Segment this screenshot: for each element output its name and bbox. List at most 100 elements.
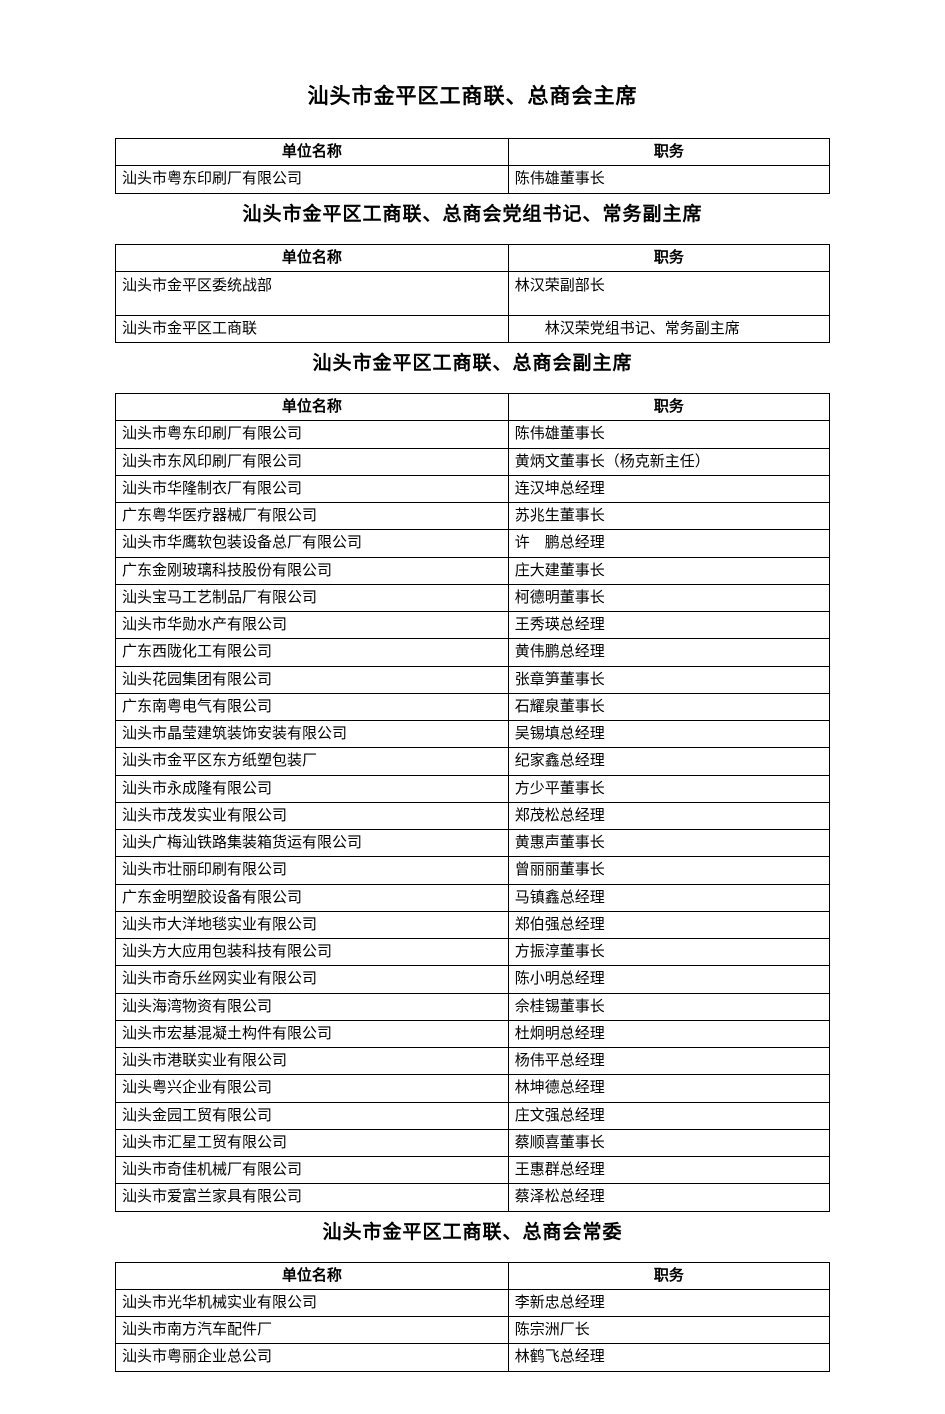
cell-org: 广东金明塑胶设备有限公司 [116,884,509,911]
table-row: 汕头市东风印刷厂有限公司黄炳文董事长（杨克新主任） [116,448,830,475]
cell-org: 汕头市金平区工商联 [116,315,509,342]
table-row: 汕头市粤丽企业总公司林鹤飞总经理 [116,1344,830,1371]
section-title: 汕头市金平区工商联、总商会常委 [115,1217,830,1244]
data-table: 单位名称职务汕头市光华机械实业有限公司李新忠总经理汕头市南方汽车配件厂陈宗洲厂长… [115,1262,830,1372]
data-table: 单位名称职务汕头市金平区委统战部林汉荣副部长汕头市金平区工商联 林汉荣党组书记、… [115,244,830,344]
table-row: 汕头市奇乐丝网实业有限公司陈小明总经理 [116,966,830,993]
table-row: 汕头市奇佳机械厂有限公司王惠群总经理 [116,1157,830,1184]
cell-org: 汕头市东风印刷厂有限公司 [116,448,509,475]
cell-role: 陈小明总经理 [508,966,829,993]
table-row: 广东南粤电气有限公司石耀泉董事长 [116,693,830,720]
cell-org: 汕头市华隆制衣厂有限公司 [116,475,509,502]
cell-org: 汕头市粤东印刷厂有限公司 [116,166,509,193]
cell-role: 黄伟鹏总经理 [508,639,829,666]
cell-role: 王秀瑛总经理 [508,612,829,639]
cell-org: 汕头市大洋地毯实业有限公司 [116,911,509,938]
cell-role: 黄炳文董事长（杨克新主任） [508,448,829,475]
cell-org: 汕头方大应用包装科技有限公司 [116,939,509,966]
table-row: 汕头花园集团有限公司张章笋董事长 [116,666,830,693]
table-row: 汕头海湾物资有限公司佘桂锡董事长 [116,993,830,1020]
cell-role: 杜炯明总经理 [508,1020,829,1047]
cell-org: 汕头市粤丽企业总公司 [116,1344,509,1371]
column-header-role: 职务 [508,1262,829,1289]
cell-role: 曾丽丽董事长 [508,857,829,884]
cell-role: 郑茂松总经理 [508,802,829,829]
cell-org: 汕头市粤东印刷厂有限公司 [116,421,509,448]
column-header-org: 单位名称 [116,1262,509,1289]
table-row: 汕头方大应用包装科技有限公司方振淳董事长 [116,939,830,966]
cell-role: 陈伟雄董事长 [508,166,829,193]
document-root: 汕头市金平区工商联、总商会主席单位名称职务汕头市粤东印刷厂有限公司陈伟雄董事长汕… [115,80,830,1372]
cell-org: 汕头市爱富兰家具有限公司 [116,1184,509,1211]
cell-role: 苏兆生董事长 [508,503,829,530]
cell-role: 方少平董事长 [508,775,829,802]
table-row: 汕头市大洋地毯实业有限公司郑伯强总经理 [116,911,830,938]
cell-org: 汕头粤兴企业有限公司 [116,1075,509,1102]
column-header-org: 单位名称 [116,139,509,166]
cell-org: 汕头市晶莹建筑装饰安装有限公司 [116,721,509,748]
cell-org: 汕头海湾物资有限公司 [116,993,509,1020]
cell-org: 汕头宝马工艺制品厂有限公司 [116,584,509,611]
table-row: 汕头广梅汕铁路集装箱货运有限公司黄惠声董事长 [116,830,830,857]
table-row: 汕头市粤东印刷厂有限公司陈伟雄董事长 [116,421,830,448]
cell-role: 吴锡填总经理 [508,721,829,748]
table-row: 汕头市晶莹建筑装饰安装有限公司吴锡填总经理 [116,721,830,748]
cell-role: 黄惠声董事长 [508,830,829,857]
cell-org: 汕头市港联实业有限公司 [116,1048,509,1075]
cell-org: 汕头市永成隆有限公司 [116,775,509,802]
table-header-row: 单位名称职务 [116,139,830,166]
table-row: 汕头金园工贸有限公司庄文强总经理 [116,1102,830,1129]
section-title: 汕头市金平区工商联、总商会主席 [115,80,830,110]
table-row: 汕头市永成隆有限公司方少平董事长 [116,775,830,802]
table-row: 广东粤华医疗器械厂有限公司苏兆生董事长 [116,503,830,530]
table-header-row: 单位名称职务 [116,394,830,421]
cell-org: 汕头市壮丽印刷有限公司 [116,857,509,884]
data-table: 单位名称职务汕头市粤东印刷厂有限公司陈伟雄董事长汕头市东风印刷厂有限公司黄炳文董… [115,393,830,1212]
cell-role: 林坤德总经理 [508,1075,829,1102]
table-row: 汕头市华鹰软包装设备总厂有限公司许 鹏总经理 [116,530,830,557]
section-title: 汕头市金平区工商联、总商会副主席 [115,348,830,375]
table-row: 广东西陇化工有限公司黄伟鹏总经理 [116,639,830,666]
table-row: 汕头市港联实业有限公司杨伟平总经理 [116,1048,830,1075]
table-row: 汕头市粤东印刷厂有限公司陈伟雄董事长 [116,166,830,193]
table-row: 汕头市宏基混凝土构件有限公司杜炯明总经理 [116,1020,830,1047]
cell-org: 汕头市汇星工贸有限公司 [116,1129,509,1156]
cell-role: 李新忠总经理 [508,1289,829,1316]
cell-role: 蔡泽松总经理 [508,1184,829,1211]
cell-org: 汕头广梅汕铁路集装箱货运有限公司 [116,830,509,857]
cell-org: 汕头市光华机械实业有限公司 [116,1289,509,1316]
cell-org: 汕头市金平区东方纸塑包装厂 [116,748,509,775]
cell-org: 汕头花园集团有限公司 [116,666,509,693]
table-row: 汕头粤兴企业有限公司林坤德总经理 [116,1075,830,1102]
table-row: 广东金明塑胶设备有限公司马镇鑫总经理 [116,884,830,911]
cell-role: 郑伯强总经理 [508,911,829,938]
cell-role: 纪家鑫总经理 [508,748,829,775]
cell-role: 连汉坤总经理 [508,475,829,502]
cell-org: 广东南粤电气有限公司 [116,693,509,720]
column-header-role: 职务 [508,139,829,166]
cell-role: 马镇鑫总经理 [508,884,829,911]
cell-role: 陈宗洲厂长 [508,1317,829,1344]
cell-org: 汕头市金平区委统战部 [116,271,509,315]
table-row: 汕头市汇星工贸有限公司蔡顺喜董事长 [116,1129,830,1156]
data-table: 单位名称职务汕头市粤东印刷厂有限公司陈伟雄董事长 [115,138,830,194]
table-header-row: 单位名称职务 [116,1262,830,1289]
column-header-role: 职务 [508,244,829,271]
cell-org: 汕头市华鹰软包装设备总厂有限公司 [116,530,509,557]
table-row: 汕头市爱富兰家具有限公司蔡泽松总经理 [116,1184,830,1211]
cell-org: 汕头市华勋水产有限公司 [116,612,509,639]
cell-org: 汕头金园工贸有限公司 [116,1102,509,1129]
cell-role: 王惠群总经理 [508,1157,829,1184]
cell-role: 林汉荣党组书记、常务副主席 [508,315,829,342]
cell-role: 庄文强总经理 [508,1102,829,1129]
cell-role: 庄大建董事长 [508,557,829,584]
table-row: 广东金刚玻璃科技股份有限公司庄大建董事长 [116,557,830,584]
table-row: 汕头市壮丽印刷有限公司曾丽丽董事长 [116,857,830,884]
cell-org: 汕头市奇乐丝网实业有限公司 [116,966,509,993]
cell-role: 陈伟雄董事长 [508,421,829,448]
cell-role: 柯德明董事长 [508,584,829,611]
cell-role: 方振淳董事长 [508,939,829,966]
cell-org: 广东西陇化工有限公司 [116,639,509,666]
table-row: 汕头市金平区东方纸塑包装厂纪家鑫总经理 [116,748,830,775]
column-header-org: 单位名称 [116,244,509,271]
